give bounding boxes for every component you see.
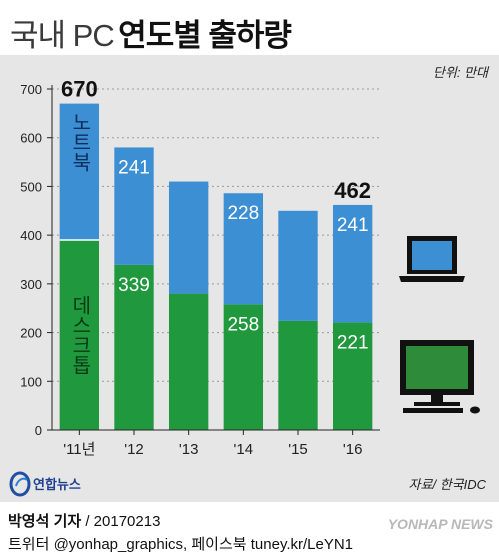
laptop-bar: [114, 147, 154, 265]
y-tick-label: 400: [20, 228, 42, 243]
total-label: 670: [61, 77, 98, 102]
bar-value-label: 258: [227, 314, 259, 335]
laptop-bar: [223, 193, 264, 305]
chart-title: 국내 PC 연도별 출하량: [10, 10, 292, 53]
bar-value-label: 228: [227, 203, 259, 224]
laptop-icon: [399, 236, 465, 282]
y-tick-label: 500: [20, 179, 42, 194]
laptop-bar: [168, 181, 209, 294]
title-light: 국내 PC: [10, 18, 115, 53]
y-tick-label: 600: [20, 131, 42, 146]
y-tick-label: 200: [20, 326, 42, 341]
laptop-bar: [332, 204, 373, 323]
laptop-bar: [59, 103, 100, 241]
unit-label: 단위: 만대: [433, 65, 490, 80]
desktop-bar: [332, 322, 373, 430]
desktop-bar: [278, 320, 318, 430]
source-label: 자료/ 한국IDC: [409, 477, 487, 492]
y-tick-label: 700: [20, 82, 42, 97]
desktop-bar: [59, 240, 100, 430]
title-bold: 연도별 출하량: [118, 18, 292, 53]
desktop-bar: [114, 264, 154, 430]
legend-desktop: 데스크톱: [68, 295, 90, 375]
bar-value-label: 241: [118, 157, 150, 178]
footer-author: 박영석 기자: [8, 513, 82, 530]
legend-laptop: 노트북: [68, 112, 90, 172]
total-label: 462: [334, 178, 371, 203]
laptop-bar: [278, 210, 318, 321]
x-tick-label: '14: [234, 441, 254, 458]
bar-value-label: 221: [337, 332, 369, 353]
x-tick-label: '13: [179, 441, 199, 458]
y-tick-label: 300: [20, 277, 42, 292]
yonhap-logo-icon: [9, 471, 31, 497]
stacked-bar-chart: 데스크톱 노트북 670 339 241 258 228 221 241 462 0 100 200 3…: [9, 65, 490, 497]
footer-social: 트위터 @yonhap_graphics, 페이스북 tuney.kr/LeYN…: [8, 536, 354, 553]
logo-text: 연합뉴스: [33, 477, 81, 492]
x-tick-label: '15: [288, 441, 308, 458]
bar-value-label: 241: [337, 215, 369, 236]
watermark: YONHAP NEWS: [387, 516, 493, 532]
footer-credit: 박영석 기자 / 20170213: [8, 510, 160, 531]
chart-panel: 데스크톱 노트북 670 339 241 258 228 221 241 462 0 100 200 3…: [0, 55, 499, 502]
x-tick-label: '11년: [63, 441, 95, 458]
desktop-icon: [400, 340, 480, 414]
y-tick-label: 100: [20, 374, 42, 389]
y-tick-label: 0: [35, 423, 42, 438]
x-tick-label: '12: [124, 441, 144, 458]
desktop-bar: [168, 293, 209, 430]
desktop-bar: [223, 304, 264, 430]
bar-value-label: 339: [118, 275, 150, 296]
x-tick-label: '16: [343, 441, 363, 458]
footer-date: / 20170213: [85, 513, 161, 530]
